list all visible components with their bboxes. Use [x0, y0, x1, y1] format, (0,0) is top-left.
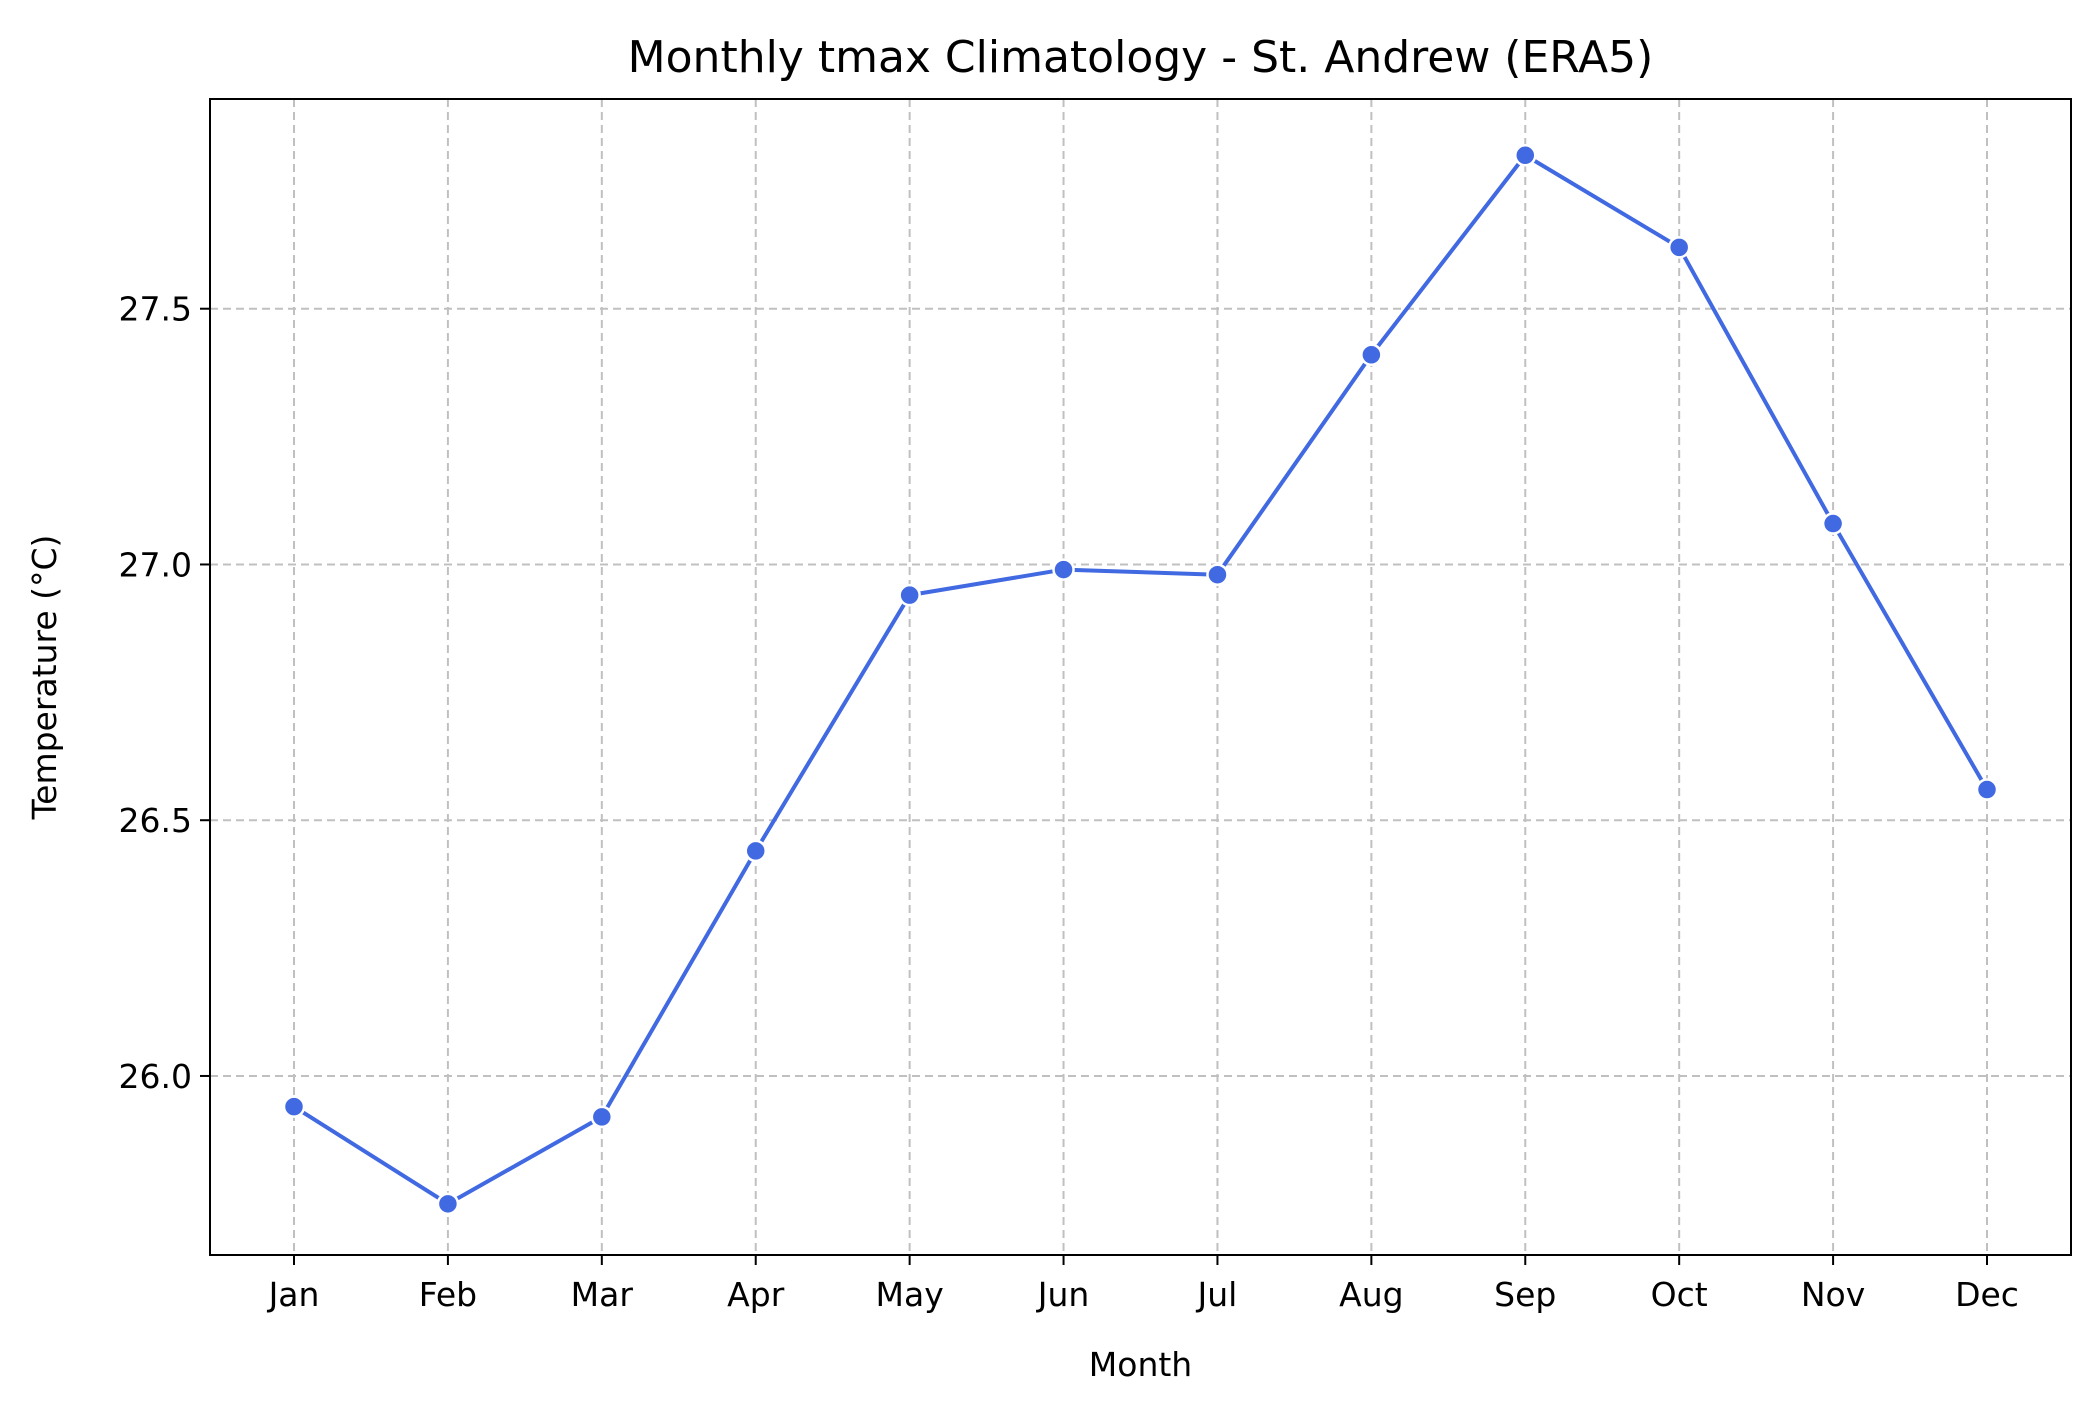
- x-tick-label: Jun: [1036, 1275, 1090, 1314]
- data-point-may: [898, 583, 921, 607]
- data-point-sep: [1514, 144, 1537, 167]
- y-tick-label: 26.5: [119, 801, 192, 840]
- chart-title: Monthly tmax Climatology - St. Andrew (E…: [628, 32, 1654, 83]
- y-axis-ticks: 26.0 26.5 27.0 27.5: [119, 290, 210, 1096]
- x-tick-label: Jan: [267, 1275, 320, 1314]
- x-tick-label: Mar: [571, 1275, 634, 1314]
- data-point-jun: [1052, 558, 1075, 581]
- x-tick-label: Dec: [1955, 1275, 2019, 1314]
- series-line: [292, 153, 1989, 1206]
- marker-layer: [282, 144, 1999, 1216]
- data-point-dec: [1975, 778, 1999, 801]
- grid-lines: [210, 99, 2071, 1255]
- x-tick-label: May: [876, 1275, 944, 1314]
- data-point-jul: [1206, 563, 1229, 586]
- x-axis-label: Month: [1089, 1345, 1192, 1384]
- data-point-mar: [590, 1105, 614, 1129]
- x-tick-label: Jul: [1196, 1275, 1238, 1314]
- y-tick-label: 27.0: [119, 545, 192, 584]
- x-axis-ticks: Jan Feb Mar Apr May Jun Jul Aug Sep Oct Nov Dec: [267, 1255, 2019, 1314]
- data-point-jan: [282, 1095, 306, 1118]
- data-point-aug: [1360, 343, 1383, 367]
- x-tick-label: Feb: [419, 1275, 477, 1314]
- data-point-oct: [1667, 236, 1691, 259]
- y-tick-label: 26.0: [119, 1057, 192, 1096]
- series-layer: [292, 153, 1989, 1206]
- x-tick-label: Apr: [727, 1275, 785, 1314]
- y-tick-label: 27.5: [119, 290, 192, 329]
- x-tick-label: Sep: [1494, 1275, 1556, 1314]
- x-tick-label: Oct: [1651, 1275, 1708, 1314]
- data-point-nov: [1821, 512, 1845, 535]
- x-tick-label: Nov: [1801, 1275, 1865, 1314]
- y-axis-label: Temperature (°C): [25, 535, 64, 821]
- data-point-feb: [436, 1192, 460, 1216]
- x-tick-label: Aug: [1339, 1275, 1403, 1314]
- plot-frame: [209, 98, 2072, 1256]
- data-point-apr: [744, 839, 767, 863]
